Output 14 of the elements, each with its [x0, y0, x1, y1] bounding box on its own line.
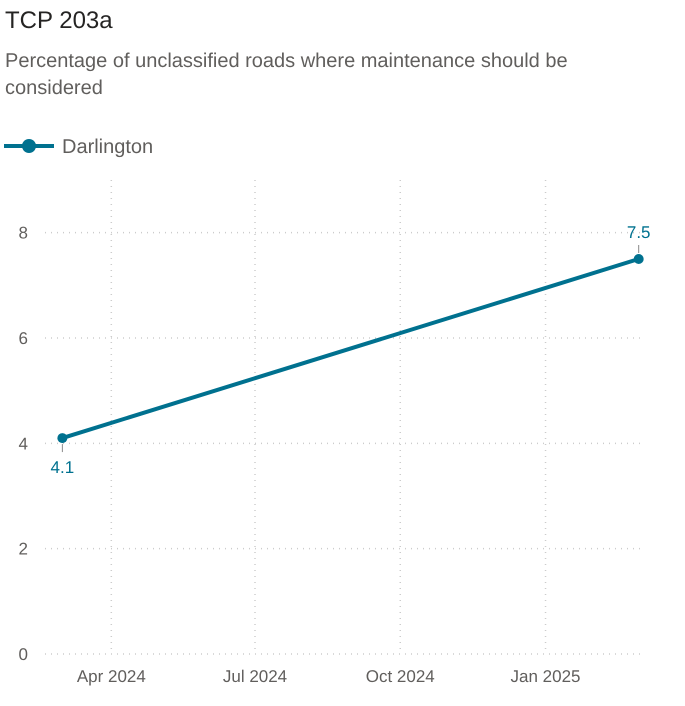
x-tick-label: Apr 2024	[76, 667, 146, 686]
y-tick-label: 8	[18, 224, 28, 243]
x-tick-label: Jan 2025	[510, 667, 581, 686]
chart-title: TCP 203a	[5, 7, 114, 34]
y-tick-label: 6	[18, 329, 28, 348]
data-label: 7.5	[626, 223, 651, 242]
legend-label: Darlington	[62, 136, 154, 158]
x-tick-label: Jul 2024	[222, 667, 288, 686]
data-label: 4.1	[50, 458, 74, 478]
chart-subtitle: Percentage of unclassified roads where maintenance should be considered	[5, 50, 568, 99]
x-tick-label: Oct 2024	[366, 667, 435, 686]
y-tick-label: 2	[18, 540, 28, 559]
y-tick-label: 0	[18, 645, 28, 664]
y-tick-label: 4	[18, 434, 28, 454]
